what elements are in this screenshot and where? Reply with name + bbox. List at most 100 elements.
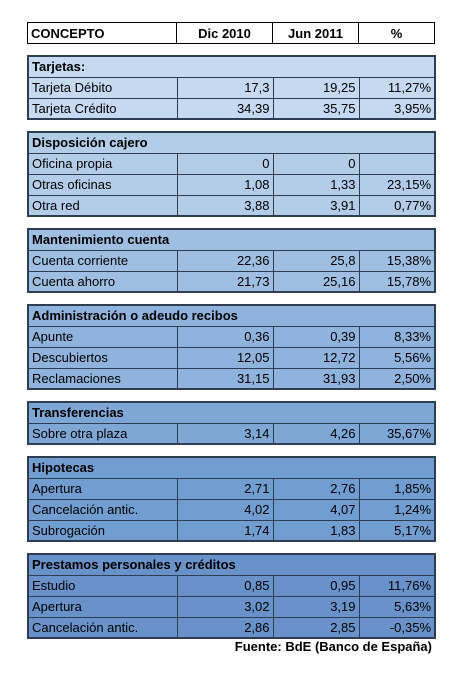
value-jun-2011: 2,76 [272,477,360,500]
value-percent: 35,67% [358,422,436,445]
section-table: Hipotecas Apertura 2,71 2,76 1,85% Cancelació… [27,456,437,542]
value-dic-2010: 2,71 [176,477,274,500]
row-label: Apunte [27,325,178,348]
row-label: Subrogación [27,519,178,542]
section-title-row: Tarjetas: [27,55,436,78]
row-label: Cancelación antic. [27,498,178,521]
value-percent: 5,63% [358,595,436,618]
row-label: Cancelación antic. [27,616,178,639]
table-row: Cuenta corriente 22,36 25,8 15,38% [27,249,436,272]
table-row: Apertura 2,71 2,76 1,85% [27,477,436,500]
value-dic-2010: 34,39 [176,97,274,120]
sections-container: Tarjetas: Tarjeta Débito 17,3 19,25 11,27% Ta… [27,55,437,639]
table-header: CONCEPTO Dic 2010 Jun 2011 % [27,22,435,44]
value-percent: 5,56% [358,346,436,369]
header-concepto: CONCEPTO [27,22,177,44]
section-title-row: Transferencias [27,401,436,424]
value-percent: 11,27% [358,76,436,99]
section-title-row: Prestamos personales y créditos [27,553,436,576]
table-row: Subrogación 1,74 1,83 5,17% [27,519,436,542]
value-jun-2011: 3,19 [272,595,360,618]
row-label: Tarjeta Débito [27,76,178,99]
value-dic-2010: 17,3 [176,76,274,99]
value-jun-2011: 0 [272,152,360,175]
value-dic-2010: 12,05 [176,346,274,369]
value-dic-2010: 1,08 [176,173,274,196]
section-title: Administración o adeudo recibos [27,304,436,327]
value-jun-2011: 12,72 [272,346,360,369]
row-label: Cuenta corriente [27,249,178,272]
table-row: Sobre otra plaza 3,14 4,26 35,67% [27,422,436,445]
value-dic-2010: 22,36 [176,249,274,272]
section-title-row: Disposición cajero [27,131,436,154]
row-label: Oficina propia [27,152,178,175]
value-dic-2010: 4,02 [176,498,274,521]
value-jun-2011: 19,25 [272,76,360,99]
value-jun-2011: 0,95 [272,574,360,597]
table-row: Cuenta ahorro 21,73 25,16 15,78% [27,270,436,293]
value-percent [358,152,436,175]
value-dic-2010: 3,14 [176,422,274,445]
value-jun-2011: 1,83 [272,519,360,542]
section-table: Transferencias Sobre otra plaza 3,14 4,26 35… [27,401,437,445]
section-title-row: Hipotecas [27,456,436,479]
row-label: Descubiertos [27,346,178,369]
source-note: Fuente: BdE (Banco de España) [234,639,432,654]
row-label: Otras oficinas [27,173,178,196]
value-dic-2010: 0,36 [176,325,274,348]
section-table: Mantenimiento cuenta Cuenta corriente 22,3… [27,228,436,293]
value-dic-2010: 0,85 [176,574,274,597]
section-title: Hipotecas [27,456,436,479]
value-dic-2010: 0 [176,152,274,175]
value-dic-2010: 1,74 [176,519,274,542]
value-jun-2011: 25,8 [272,249,360,272]
value-percent: 8,33% [358,325,436,348]
table-row: Oficina propia 0 0 [27,152,436,175]
value-dic-2010: 3,88 [176,194,274,217]
value-jun-2011: 1,33 [272,173,360,196]
row-label: Estudio [27,574,178,597]
section-table: Prestamos personales y créditos Estudio 0,… [27,553,437,639]
value-percent: 3,95% [358,97,436,120]
table-row: Cancelación antic. 2,86 2,85 -0,35% [27,616,436,639]
row-label: Apertura [27,477,178,500]
header-percent: % [358,22,435,44]
table-row: Descubiertos 12,05 12,72 5,56% [27,346,436,369]
value-percent: 23,15% [358,173,436,196]
value-dic-2010: 21,73 [176,270,274,293]
section-title: Disposición cajero [27,131,436,154]
row-label: Sobre otra plaza [27,422,178,445]
value-jun-2011: 35,75 [272,97,360,120]
header-jun-2011: Jun 2011 [272,22,359,44]
row-label: Cuenta ahorro [27,270,178,293]
section-title-row: Administración o adeudo recibos [27,304,436,327]
section-title: Prestamos personales y créditos [27,553,436,576]
table-row: Estudio 0,85 0,95 11,76% [27,574,436,597]
value-dic-2010: 3,02 [176,595,274,618]
table-row: Tarjeta Crédito 34,39 35,75 3,95% [27,97,436,120]
value-jun-2011: 31,93 [272,367,360,390]
value-jun-2011: 2,85 [272,616,360,639]
section-title: Mantenimiento cuenta [27,228,436,251]
table-row: Reclamaciones 31,15 31,93 2,50% [27,367,436,390]
row-label: Tarjeta Crédito [27,97,178,120]
table-row: Otra red 3,88 3,91 0,77% [27,194,436,217]
value-jun-2011: 3,91 [272,194,360,217]
section-table: Administración o adeudo recibos Apunte 0,3… [27,304,436,390]
value-percent: -0,35% [358,616,436,639]
fees-table: CONCEPTO Dic 2010 Jun 2011 % Tarjetas: Ta… [27,22,437,639]
table-row: Apunte 0,36 0,39 8,33% [27,325,436,348]
header-dic-2010: Dic 2010 [176,22,273,44]
value-percent: 11,76% [358,574,436,597]
row-label: Otra red [27,194,178,217]
value-percent: 1,85% [358,477,436,500]
value-percent: 2,50% [358,367,436,390]
value-dic-2010: 31,15 [176,367,274,390]
section-title-row: Mantenimiento cuenta [27,228,436,251]
value-percent: 5,17% [358,519,436,542]
value-jun-2011: 0,39 [272,325,360,348]
value-jun-2011: 4,26 [272,422,360,445]
table-row: Tarjeta Débito 17,3 19,25 11,27% [27,76,436,99]
value-percent: 15,78% [358,270,436,293]
row-label: Apertura [27,595,178,618]
